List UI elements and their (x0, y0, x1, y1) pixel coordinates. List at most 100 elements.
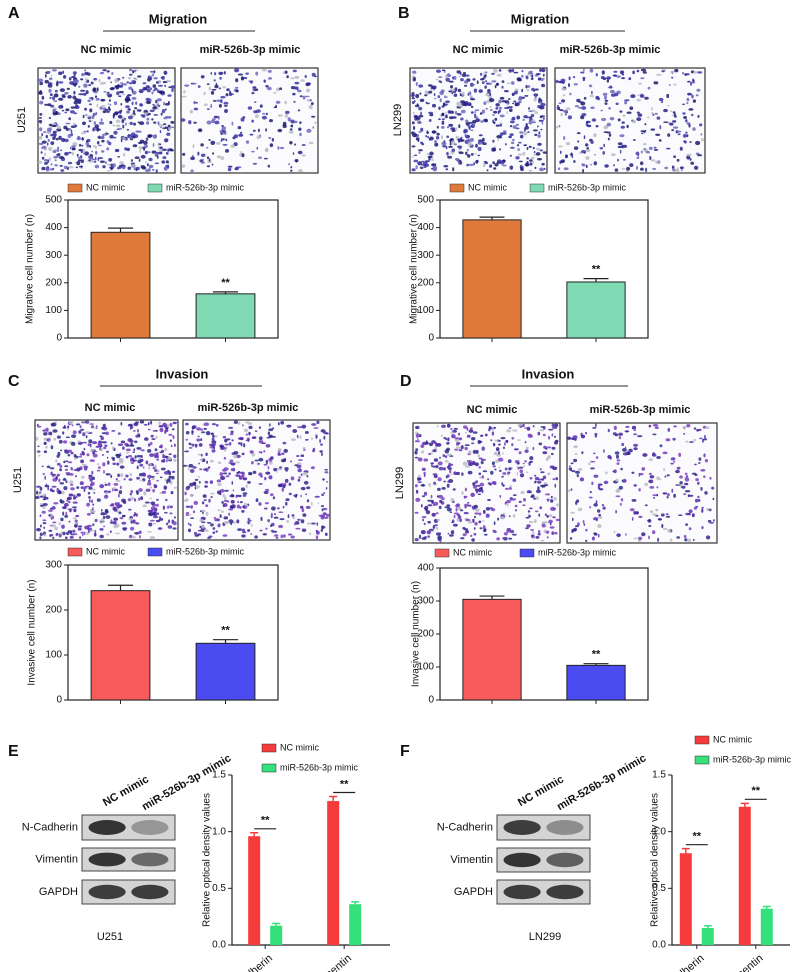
cell (231, 504, 236, 509)
cell (653, 497, 656, 499)
cell (484, 433, 488, 437)
cell (308, 532, 312, 535)
cell (145, 137, 149, 141)
cell (47, 159, 50, 164)
cell (122, 500, 127, 504)
cell (162, 422, 167, 427)
cell (532, 446, 535, 451)
blot-band (131, 884, 169, 900)
cell (60, 449, 63, 452)
cell (458, 75, 461, 78)
cell (628, 77, 632, 81)
cell (216, 99, 221, 102)
cell (78, 165, 83, 168)
cell (258, 472, 263, 477)
cell (420, 484, 426, 487)
column-label: miR-526b-3p mimic (140, 752, 233, 813)
cell (125, 474, 129, 478)
cell (133, 448, 136, 452)
cell (34, 496, 40, 499)
legend-swatch (519, 548, 535, 558)
cell (128, 508, 132, 511)
cell (438, 118, 441, 121)
cell (134, 107, 138, 110)
cell (477, 154, 481, 157)
legend-label: miR-526b-3p mimic (280, 762, 359, 772)
cell (69, 110, 75, 114)
cell (699, 437, 703, 440)
y-axis-label: Migrative cell number (n) (25, 214, 36, 324)
cell (301, 144, 306, 146)
cell (567, 437, 572, 440)
cell (78, 525, 83, 528)
cell (613, 70, 618, 73)
cell (274, 513, 276, 516)
cell (170, 444, 173, 448)
cell (463, 495, 468, 498)
cell (283, 534, 286, 538)
cell (103, 470, 105, 474)
cell (130, 496, 135, 501)
cell (130, 159, 133, 162)
cell (139, 121, 145, 126)
cell (148, 511, 154, 517)
cell (478, 440, 483, 443)
cell (474, 109, 480, 112)
cell (258, 156, 262, 159)
cell (520, 490, 525, 495)
cell (212, 118, 216, 121)
cell (271, 506, 276, 511)
cell (439, 90, 444, 96)
cell (417, 161, 423, 166)
cell (166, 79, 171, 83)
cell (458, 105, 464, 108)
cell (688, 108, 694, 111)
cell (36, 490, 39, 495)
cell (91, 488, 96, 491)
cell (619, 110, 623, 113)
cell (134, 498, 136, 502)
cell (147, 134, 153, 138)
cell (82, 432, 86, 437)
cell (234, 68, 240, 73)
cell (39, 532, 43, 537)
cell (155, 169, 158, 173)
cell (44, 475, 46, 480)
cell (70, 133, 73, 137)
cell (145, 169, 149, 173)
cell (415, 82, 418, 86)
cell (665, 515, 671, 518)
cell (205, 511, 209, 516)
cell (168, 148, 173, 151)
cell (44, 533, 47, 537)
cell (532, 532, 536, 535)
cell (591, 118, 597, 122)
cell (82, 148, 86, 153)
cell (282, 506, 285, 509)
cell (61, 138, 66, 142)
cell (563, 136, 566, 140)
cell (441, 118, 445, 121)
cell (167, 525, 173, 529)
cell (434, 524, 438, 527)
cell (697, 115, 700, 118)
y-axis-label: Migrative cell number (n) (409, 214, 420, 324)
cell (528, 514, 531, 518)
cell (550, 506, 556, 511)
cell (470, 427, 473, 430)
cell (618, 485, 624, 490)
y-tick-label: 1.5 (212, 770, 226, 781)
cell (460, 117, 464, 121)
cell (221, 124, 224, 128)
cell (133, 69, 137, 73)
cell (686, 155, 691, 160)
cell (80, 132, 86, 135)
cell (68, 501, 71, 504)
cell (158, 151, 163, 155)
cell (422, 161, 428, 166)
cell (460, 78, 464, 82)
cell (476, 484, 481, 487)
cell (223, 516, 229, 520)
cell-line-label: LN299 (392, 104, 404, 136)
y-tick-label: 400 (417, 563, 434, 574)
